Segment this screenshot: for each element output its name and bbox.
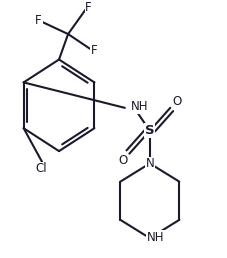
Text: N: N: [146, 157, 154, 170]
Text: F: F: [35, 14, 42, 27]
Text: NH: NH: [131, 100, 148, 113]
Text: O: O: [118, 154, 127, 166]
Text: F: F: [85, 1, 92, 14]
Text: NH: NH: [147, 231, 164, 244]
Text: Cl: Cl: [35, 163, 47, 175]
Text: F: F: [91, 44, 98, 57]
Text: O: O: [173, 95, 182, 108]
Text: S: S: [145, 124, 155, 137]
